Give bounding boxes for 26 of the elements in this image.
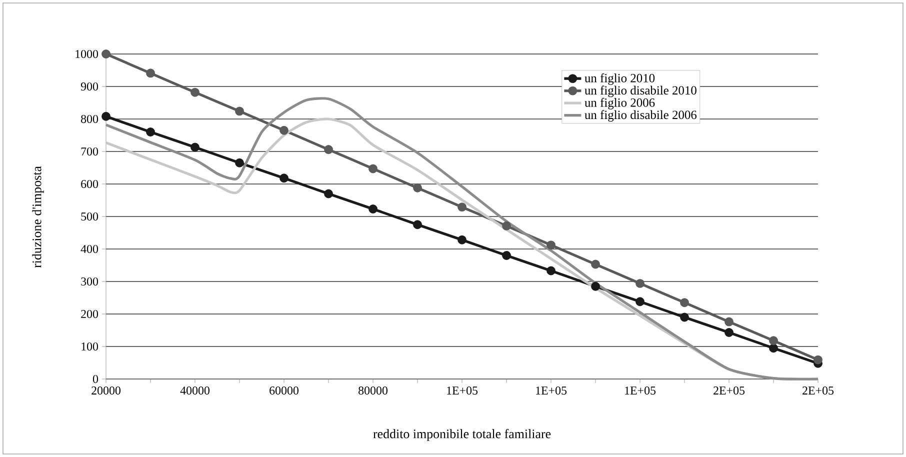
y-tick-label: 900: [80, 82, 98, 91]
legend-label: un figlio disabile 2010: [584, 86, 696, 98]
x-tick-label: 20000: [92, 386, 120, 395]
x-tick-label: 1E+05: [536, 386, 567, 395]
y-tick-label: 0: [92, 374, 98, 384]
legend-label: un figlio 2010: [584, 73, 655, 85]
y-tick-label: 800: [81, 114, 98, 124]
y-tick-label: 200: [81, 310, 98, 318]
x-tick-label: 60000: [270, 386, 298, 395]
x-axis-title: reddito imponibile totale familiare: [373, 429, 551, 441]
x-tick-label: 40000: [180, 386, 210, 395]
x-tick-label: 1E+05: [625, 386, 656, 395]
y-axis-title: riduzione d'imposta: [32, 166, 44, 268]
x-tick-label: 1E+05: [447, 386, 478, 395]
y-tick-label: 100: [82, 342, 98, 351]
y-tick-label: 300: [81, 277, 98, 286]
y-tick-label: 500: [81, 212, 98, 221]
y-tick-label: 1000: [76, 50, 98, 58]
x-tick-label: 2E+05: [802, 386, 834, 395]
x-tick-label: 2E+05: [714, 386, 745, 395]
legend-label: un figlio disabile 2006: [584, 110, 697, 122]
y-tick-label: 400: [80, 244, 98, 254]
y-tick-label: 700: [81, 147, 98, 156]
y-tick-label: 600: [81, 180, 98, 188]
legend-label: un figlio 2006: [584, 98, 655, 110]
x-tick-label: 80000: [358, 386, 388, 395]
